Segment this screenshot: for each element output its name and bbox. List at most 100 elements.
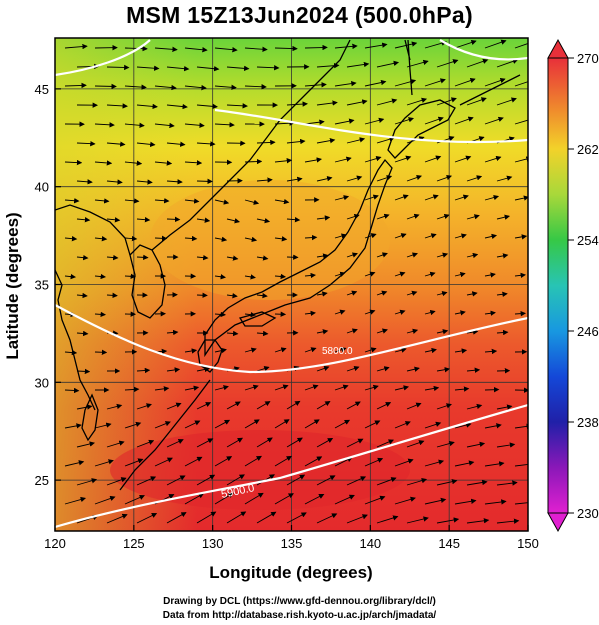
- wind-arrow: [65, 535, 86, 542]
- wind-arrow: [454, 348, 468, 354]
- wind-arrow: [376, 60, 400, 68]
- wind-arrow: [274, 198, 290, 205]
- wind-arrow: [466, 58, 489, 68]
- wind-arrow: [454, 498, 477, 505]
- wind-arrow: [106, 179, 123, 185]
- wind-arrow: [214, 347, 227, 354]
- wind-arrow: [436, 290, 448, 297]
- wind-arrow: [334, 384, 349, 391]
- wind-arrow: [94, 311, 107, 318]
- wind-arrow: [454, 78, 476, 87]
- wind-arrow: [136, 65, 160, 71]
- wind-arrow: [244, 199, 260, 205]
- wind-arrow: [466, 479, 488, 486]
- wind-arrow: [64, 43, 88, 50]
- wind-arrow: [168, 530, 176, 531]
- wind-arrow: [364, 42, 388, 49]
- wind-arrow: [436, 440, 455, 448]
- colorbar-tick-label: 262: [577, 142, 599, 157]
- wind-arrow: [274, 236, 288, 242]
- wind-arrow: [484, 77, 506, 87]
- wind-arrow: [136, 103, 158, 110]
- wind-arrow: [514, 42, 528, 49]
- wind-arrow: [346, 175, 363, 182]
- wind-arrow: [466, 291, 478, 297]
- wind-arrow: [76, 179, 93, 185]
- wind-arrow: [334, 309, 346, 315]
- wind-arrow: [184, 84, 207, 91]
- wind-arrow: [274, 384, 289, 391]
- wind-arrow: [166, 103, 188, 110]
- wind-arrow: [346, 213, 360, 220]
- wind-arrow: [256, 401, 271, 410]
- coastline-korea: [129, 244, 166, 319]
- wind-arrow: [424, 194, 439, 201]
- wind-arrow: [436, 97, 457, 106]
- wind-arrow: [406, 59, 429, 68]
- wind-arrow: [334, 419, 351, 429]
- coastline-mainland: [55, 39, 351, 256]
- wind-arrow: [436, 59, 459, 68]
- wind-arrow: [226, 511, 247, 524]
- wind-arrow: [485, 540, 507, 542]
- wind-arrow: [286, 101, 308, 107]
- wind-arrow: [166, 367, 181, 373]
- wind-arrow: [376, 439, 394, 448]
- coastline-shikoku: [238, 311, 277, 327]
- wind-arrow: [136, 513, 158, 524]
- wind-arrow: [226, 330, 239, 337]
- wind-arrow: [154, 122, 175, 129]
- wind-arrow: [184, 160, 203, 166]
- wind-arrow: [184, 456, 203, 467]
- wind-arrow: [304, 419, 320, 429]
- wind-arrow: [196, 511, 217, 524]
- wind-arrow: [376, 366, 390, 372]
- wind-arrow: [424, 347, 437, 354]
- wind-arrow: [274, 45, 298, 52]
- wind-arrow: [436, 367, 451, 373]
- wind-arrow: [496, 97, 517, 106]
- wind-arrow: [214, 385, 229, 391]
- wind-arrow: [244, 311, 256, 318]
- coastline-kurils: [459, 74, 521, 106]
- coastlines: [55, 39, 521, 491]
- wind-arrow: [316, 401, 331, 410]
- wind-arrow: [304, 384, 319, 391]
- wind-arrow: [484, 233, 498, 240]
- wind-arrow: [424, 116, 444, 125]
- wind-arrow: [226, 293, 238, 299]
- wind-arrow: [94, 83, 117, 90]
- wind-arrow: [514, 310, 527, 317]
- wind-arrow: [226, 103, 248, 109]
- wind-arrow: [274, 120, 295, 126]
- wind-arrow: [136, 476, 157, 486]
- wind-arrow: [256, 511, 277, 524]
- wind-arrow: [256, 139, 276, 146]
- y-tick-label: 35: [35, 278, 49, 293]
- wind-arrow: [376, 328, 388, 334]
- wind-arrow: [124, 458, 144, 467]
- wind-arrow: [214, 419, 231, 429]
- wind-arrow: [484, 155, 502, 163]
- wind-arrow: [166, 402, 182, 410]
- wind-arrow: [346, 438, 364, 448]
- wind-arrow: [184, 493, 205, 505]
- wind-arrow: [514, 234, 528, 240]
- colorbar: 270 262 254 246 238 230: [547, 38, 599, 533]
- wind-arrow: [436, 329, 449, 335]
- wind-arrow: [274, 273, 287, 280]
- wind-arrow: [406, 97, 428, 106]
- wind-arrow: [406, 440, 425, 448]
- x-tick-label: 135: [281, 536, 303, 551]
- wind-arrow: [364, 271, 376, 277]
- wind-arrow: [346, 514, 368, 524]
- wind-arrow: [316, 438, 334, 448]
- wind-arrow: [334, 457, 353, 467]
- wind-arrow: [514, 81, 528, 87]
- wind-arrow: [406, 213, 420, 220]
- wind-arrow: [466, 441, 486, 448]
- colorbar-tick-label: 270: [577, 51, 599, 66]
- wind-arrow: [346, 61, 370, 68]
- wind-arrow: [64, 387, 80, 394]
- wind-arrow: [244, 419, 260, 429]
